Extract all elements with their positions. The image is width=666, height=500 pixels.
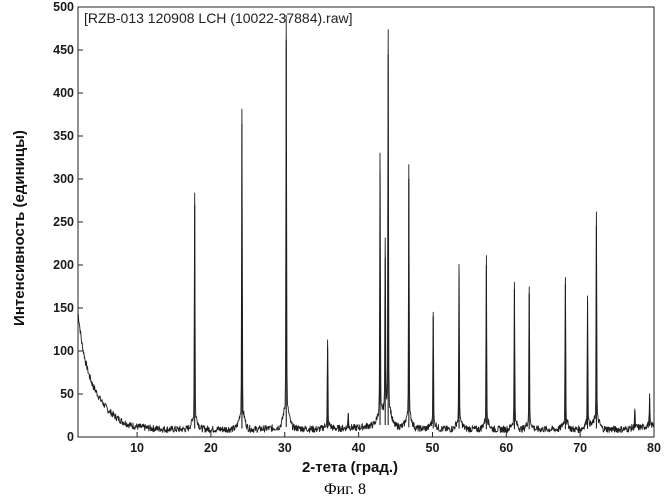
y-tick-label: 350: [53, 129, 74, 143]
plot-frame: [78, 7, 654, 437]
x-tick-label: 10: [130, 441, 144, 455]
x-tick-label: 50: [426, 441, 440, 455]
y-tick-label: 400: [53, 86, 74, 100]
y-tick-label: 50: [60, 387, 74, 401]
y-tick-label: 500: [53, 0, 74, 14]
diffraction-series: [78, 16, 654, 433]
series-line: [78, 16, 654, 433]
x-tick-label: 60: [499, 441, 513, 455]
x-axis-ticks: 10 20 30 40 50 60 70 80: [130, 432, 661, 455]
y-tick-label: 450: [53, 43, 74, 57]
y-tick-label: 100: [53, 344, 74, 358]
y-axis-ticks: 0 50 100 150 200 250 300 350 400 450 500: [53, 0, 83, 444]
x-tick-label: 30: [278, 441, 292, 455]
y-tick-label: 0: [67, 430, 74, 444]
x-tick-label: 20: [204, 441, 218, 455]
y-tick-label: 250: [53, 215, 74, 229]
legend-label: [RZB-013 120908 LCH (10022-37884).raw]: [84, 10, 353, 26]
y-tick-label: 300: [53, 172, 74, 186]
x-axis-title: 2-тета (град.): [302, 459, 398, 476]
y-tick-label: 150: [53, 301, 74, 315]
figure-caption: Фиг. 8: [324, 481, 366, 498]
x-tick-label: 40: [352, 441, 366, 455]
y-axis-title: Интенсивность (единицы): [11, 130, 28, 326]
y-tick-label: 200: [53, 258, 74, 272]
x-tick-label: 70: [573, 441, 587, 455]
x-tick-label: 80: [647, 441, 661, 455]
